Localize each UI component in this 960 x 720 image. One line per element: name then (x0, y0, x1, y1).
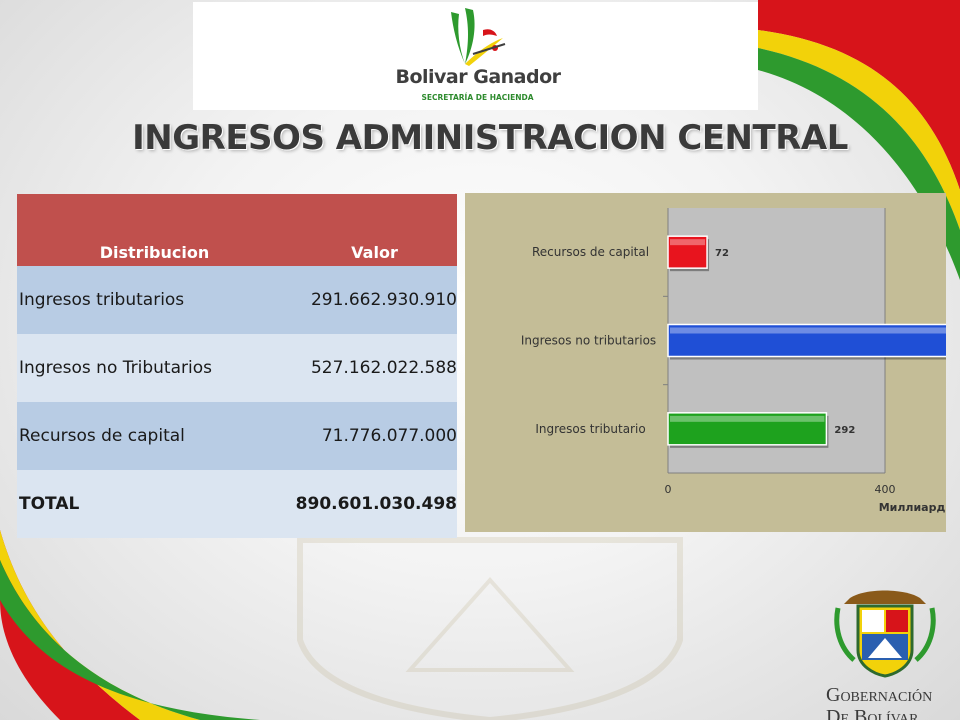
category-label: Ingresos no tributarios (521, 334, 656, 348)
government-text-line1: Gobernación (826, 684, 933, 706)
bolivar-ganador-logo-icon (451, 8, 506, 66)
logo-text: Bolivar Ganador (395, 66, 561, 88)
row-value: 291.662.930.910 (292, 266, 457, 334)
x-tick-label: 0 (665, 483, 672, 496)
column-header-valor: Valor (292, 194, 457, 266)
government-text-line2: De Bolívar (826, 706, 919, 720)
category-label: Recursos de capital (532, 245, 649, 259)
total-label: TOTAL (17, 470, 292, 538)
column-header-distribucion: Distribucion (17, 194, 292, 266)
logo-subtitle: SECRETARÍA DE HACIENDA (421, 93, 534, 102)
category-label: Ingresos tributario (535, 422, 645, 436)
table-row: Ingresos no Tributarios 527.162.022.588 (17, 334, 457, 402)
bar-highlight (670, 415, 825, 422)
bar (667, 412, 828, 446)
row-label: Ingresos tributarios (17, 266, 292, 334)
row-label: Recursos de capital (17, 402, 292, 470)
data-label: 72 (715, 248, 729, 259)
bar (667, 235, 708, 269)
bar-highlight (670, 327, 946, 334)
total-value: 890.601.030.498 (292, 470, 457, 538)
table-row: Recursos de capital 71.776.077.000 (17, 402, 457, 470)
row-label: Ingresos no Tributarios (17, 334, 292, 402)
x-tick-label: 400 (875, 483, 896, 496)
data-label: 292 (834, 425, 855, 436)
government-text: Gobernación De Bolívar (826, 684, 960, 720)
table-row-total: TOTAL 890.601.030.498 (17, 470, 457, 538)
row-value: 527.162.022.588 (292, 334, 457, 402)
x-axis-label: Миллиарды (879, 501, 946, 514)
income-table: Distribucion Valor Ingresos tributarios … (17, 194, 457, 538)
logo-banner: Bolivar Ganador SECRETARÍA DE HACIENDA (193, 2, 758, 110)
table-row: Ingresos tributarios 291.662.930.910 (17, 266, 457, 334)
bar-highlight (670, 239, 706, 246)
bar (667, 323, 946, 358)
bolivar-coat-of-arms-icon (834, 590, 936, 678)
watermark-emblem (297, 537, 683, 720)
row-value: 71.776.077.000 (292, 402, 457, 470)
page-title: INGRESOS ADMINISTRACION CENTRAL (132, 118, 848, 158)
